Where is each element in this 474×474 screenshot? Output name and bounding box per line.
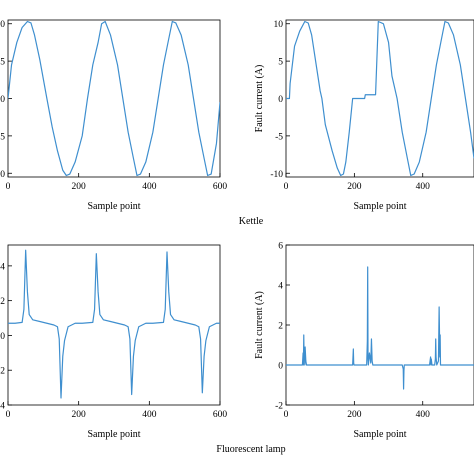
panel-4-y-tick-label: 6 [278, 242, 283, 252]
panel-2-y-axis-label: Fault current (A) [254, 65, 265, 133]
panel-1-x-tick-label: 400 [142, 182, 157, 192]
panel-3-x-tick-label: 200 [72, 410, 87, 420]
panel-4-x-axis-label: Sample point [353, 429, 406, 440]
panel-2-axes-frame [285, 19, 474, 178]
panel-1-y-tick-label: 0 [0, 95, 5, 105]
panel-2-y-tick-label: 0 [278, 95, 283, 105]
panel-2-x-tick-label: 0 [284, 182, 289, 192]
panel-4-y-tick-label: 0 [278, 362, 283, 372]
panel-3-y-tick-label: 2 [0, 297, 5, 307]
panel-4-x-tick-label: 0 [284, 410, 289, 420]
panel-4-y-tick-label: -2 [275, 402, 283, 412]
panel-4-series-line [286, 266, 474, 390]
panel-3-y-tick-label: 2 [0, 367, 5, 377]
panel-3-x-tick-label: 0 [6, 410, 11, 420]
panel-1-axes-frame [7, 19, 221, 178]
panel-3-y-tick-label: 4 [0, 262, 5, 272]
panel-2-y-tick-label: -5 [275, 132, 283, 142]
panel-4-axes-frame [285, 244, 474, 406]
panel-1-x-tick-label: 0 [6, 182, 11, 192]
panel-3-series-line [8, 249, 220, 399]
caption-kettle: Kettle [239, 216, 264, 227]
panel-4-y-axis-label: Fault current (A) [254, 291, 265, 359]
panel-1-y-tick-label: 0 [0, 170, 5, 180]
panel-1-x-axis-label: Sample point [87, 201, 140, 212]
panel-4-x-tick-label: 200 [347, 410, 362, 420]
panel-2-series-line [286, 20, 474, 177]
panel-2-x-tick-label: 400 [416, 182, 431, 192]
panel-3-x-tick-label: 400 [142, 410, 157, 420]
panel-2-y-tick-label: 10 [274, 20, 284, 30]
panel-4-y-tick-label: 4 [278, 282, 283, 292]
panel-3-x-tick-label: 600 [213, 410, 228, 420]
panel-3-x-axis-label: Sample point [87, 429, 140, 440]
panel-2-x-axis-label: Sample point [353, 201, 406, 212]
panel-1-x-tick-label: 200 [72, 182, 87, 192]
panel-3-axes-frame [7, 244, 221, 406]
panel-1-y-tick-label: 5 [0, 58, 5, 68]
panel-2-y-tick-label: -10 [270, 170, 283, 180]
panel-4-x-tick-label: 400 [416, 410, 431, 420]
panel-1-x-tick-label: 600 [213, 182, 228, 192]
panel-4-y-tick-label: 2 [278, 322, 283, 332]
panel-3-y-tick-label: 4 [0, 402, 5, 412]
caption-fluorescent-lamp: Fluorescent lamp [216, 444, 285, 455]
panel-2-y-tick-label: 5 [278, 58, 283, 68]
panel-2-x-tick-label: 200 [347, 182, 362, 192]
panel-3-y-tick-label: 0 [0, 332, 5, 342]
panel-1-series-line [8, 20, 220, 177]
panel-1-y-tick-label: 0 [0, 20, 5, 30]
panel-1-y-tick-label: 5 [0, 132, 5, 142]
